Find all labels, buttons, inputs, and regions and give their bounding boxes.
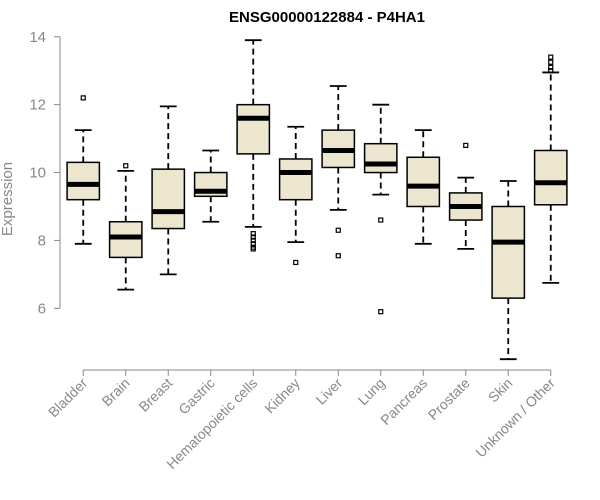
outlier-point [250,231,256,237]
x-tick-label: Bladder [45,375,91,421]
x-tick-label: Prostate [425,375,473,423]
outlier-point [80,95,86,101]
iqr-box [108,221,143,259]
y-tick-label: 10 [29,165,46,182]
x-tick-label: Unknown / Other [472,375,558,461]
outlier-point [378,217,384,223]
outlier-point [548,54,554,60]
x-tick-label: Lung [355,375,388,408]
iqr-box [491,205,526,299]
box-pancreas [406,129,441,245]
outlier-point [548,59,554,65]
outlier-point [548,64,554,70]
x-tick-label: Kidney [261,375,303,417]
y-axis: 6 8 10 12 14 [29,29,61,317]
outlier-point [378,309,384,315]
outlier-point [293,259,299,266]
x-tick-label: Breast [135,375,175,415]
iqr-box [533,149,568,206]
box-prostate [448,142,483,250]
iqr-box [406,156,441,208]
iqr-box [236,103,271,155]
outlier-point [123,163,129,169]
box-hematopoietic-cells [236,39,271,252]
iqr-box [151,168,186,230]
outlier-point [250,237,256,244]
y-tick-label: 6 [38,300,46,317]
box-bladder [66,95,101,245]
box-brain [108,163,143,291]
chart-title: ENSG00000122884 - P4HA1 [229,9,425,26]
outlier-point [250,234,256,240]
outlier-point [250,241,256,247]
y-tick-label: 14 [29,29,46,46]
outlier-point [548,68,554,74]
y-axis-title: Expression [0,162,16,236]
box-liver [321,85,356,259]
x-tick-label: Brain [98,375,132,409]
x-tick-label: Liver [313,375,346,408]
x-tick-label: Pancreas [377,375,430,428]
outlier-point [463,142,469,148]
outlier-point [335,227,341,233]
box-lung [363,103,398,315]
box-skin [491,180,526,361]
box-gastric [193,149,228,223]
outlier-point [335,253,341,259]
iqr-box [278,158,313,201]
iqr-box [363,142,398,174]
box-kidney [278,125,313,266]
boxes-group [66,39,568,361]
x-tick-label: Skin [485,375,516,406]
outlier-point [250,246,256,252]
y-tick-label: 12 [29,97,46,114]
box-breast [151,105,186,276]
iqr-box [66,161,101,201]
box-unknown-other [533,54,568,284]
y-tick-label: 8 [38,232,46,249]
